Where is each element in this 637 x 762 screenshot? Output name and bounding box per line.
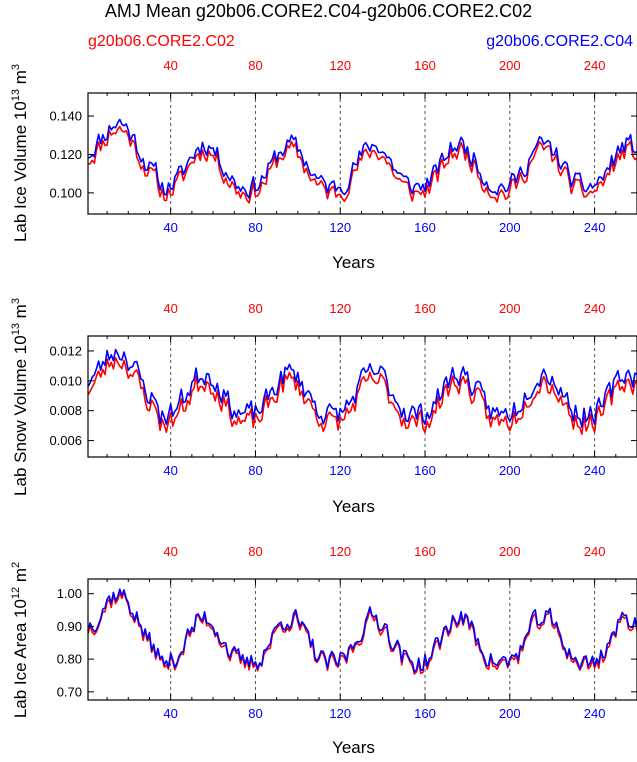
chart-title: AMJ Mean g20b06.CORE2.C04-g20b06.CORE2.C…	[104, 1, 533, 21]
legend-c04: g20b06.CORE2.C04	[486, 33, 633, 50]
ylabel-part: 12	[10, 587, 22, 599]
p1-xlabel: Years	[332, 253, 375, 272]
p2-xtick-label-bottom: 240	[584, 463, 606, 478]
p1-ytick-label: 0.120	[49, 147, 82, 162]
p3-xtick-label-top: 40	[163, 544, 177, 559]
ylabel-part: m	[11, 70, 30, 89]
p2-xtick-label-top: 160	[414, 301, 436, 316]
p2-xtick-label-bottom: 80	[248, 463, 262, 478]
p2-xtick-label-top: 200	[499, 301, 521, 316]
p3-ytick-label: 1.00	[57, 586, 82, 601]
ylabel-part: 13	[10, 323, 22, 335]
p3-ytick-label: 0.90	[57, 619, 82, 634]
p2-xlabel: Years	[332, 497, 375, 516]
p3-xtick-label-bottom: 240	[584, 706, 606, 721]
ylabel-part: 3	[10, 64, 22, 70]
p1-xtick-label-bottom: 240	[584, 220, 606, 235]
p2-series-c02	[87, 356, 637, 436]
p1-ytick-label: 0.140	[49, 109, 82, 124]
p3-xtick-label-bottom: 40	[163, 706, 177, 721]
p1-xtick-label-top: 40	[163, 58, 177, 73]
p2-ytick-label: 0.008	[49, 403, 82, 418]
p3-xlabel: Years	[332, 738, 375, 757]
p1-xtick-label-top: 240	[584, 58, 606, 73]
p1-xtick-label-top: 200	[499, 58, 521, 73]
p2-ytick-label: 0.010	[49, 373, 82, 388]
p1-xtick-label-bottom: 80	[248, 220, 262, 235]
p3-xtick-label-bottom: 200	[499, 706, 521, 721]
p3-ytick-label: 0.70	[57, 684, 82, 699]
ylabel-part: 13	[10, 89, 22, 101]
p3-xtick-label-top: 200	[499, 544, 521, 559]
p2-xtick-label-bottom: 120	[329, 463, 351, 478]
p1-xtick-label-top: 160	[414, 58, 436, 73]
p3-xtick-label-top: 240	[584, 544, 606, 559]
p3-xtick-label-top: 160	[414, 544, 436, 559]
p1-xtick-label-bottom: 40	[163, 220, 177, 235]
p1-ylabel: Lab Ice Volume 1013 m3	[10, 64, 30, 242]
p2-xtick-label-top: 240	[584, 301, 606, 316]
p2-ylabel: Lab Snow Volume 1013 m3	[10, 298, 30, 496]
legend-c02: g20b06.CORE2.C02	[88, 33, 235, 50]
p2-ytick-label: 0.006	[49, 433, 82, 448]
p2-xtick-label-top: 40	[163, 301, 177, 316]
p1-xtick-label-top: 80	[248, 58, 262, 73]
p1-series-c04	[87, 118, 637, 199]
ylabel-part: Lab Ice Area 10	[11, 599, 30, 718]
p1-ytick-label: 0.100	[49, 185, 82, 200]
p3-ytick-label: 0.80	[57, 652, 82, 667]
ylabel-part: Lab Snow Volume 10	[11, 335, 30, 496]
p1-series-c02	[87, 125, 637, 204]
p1-xtick-label-bottom: 160	[414, 220, 436, 235]
p1-xtick-label-bottom: 200	[499, 220, 521, 235]
p2-series-c04	[87, 348, 637, 429]
p2-xtick-label-bottom: 40	[163, 463, 177, 478]
p2-ytick-label: 0.012	[49, 343, 82, 358]
p1-xtick-label-top: 120	[329, 58, 351, 73]
ylabel-part: 3	[10, 298, 22, 304]
p1-frame	[87, 92, 637, 215]
p3-frame	[87, 578, 637, 701]
p2-xtick-label-bottom: 200	[499, 463, 521, 478]
p1-xtick-label-bottom: 120	[329, 220, 351, 235]
p3-xtick-label-top: 80	[248, 544, 262, 559]
p3-xtick-label-bottom: 120	[329, 706, 351, 721]
p2-xtick-label-bottom: 160	[414, 463, 436, 478]
ylabel-part: m	[11, 304, 30, 323]
p2-xtick-label-top: 120	[329, 301, 351, 316]
ylabel-part: 2	[10, 562, 22, 568]
p2-xtick-label-top: 80	[248, 301, 262, 316]
p3-xtick-label-bottom: 80	[248, 706, 262, 721]
p3-ylabel: Lab Ice Area 1012 m2	[10, 562, 30, 718]
p3-xtick-label-bottom: 160	[414, 706, 436, 721]
ylabel-part: Lab Ice Volume 10	[11, 101, 30, 242]
ylabel-part: m	[11, 568, 30, 587]
p3-series-c04	[87, 588, 637, 673]
p3-xtick-label-top: 120	[329, 544, 351, 559]
p2-frame	[87, 335, 637, 458]
